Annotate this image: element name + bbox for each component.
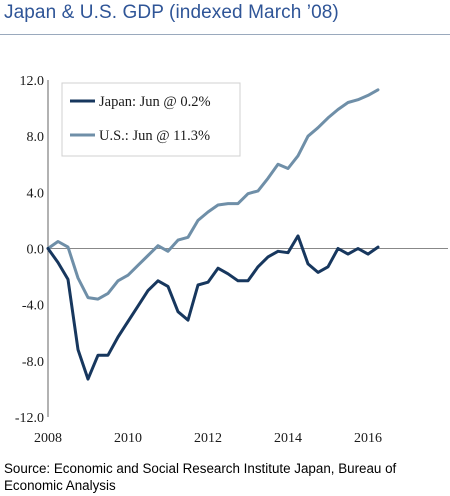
x-tick-labels: 2008 2010 2012 2014 2016 <box>34 431 382 446</box>
y-tick-label: 4.0 <box>27 186 45 201</box>
legend-label-us: U.S.: Jun @ 11.3% <box>99 128 210 144</box>
x-tick-label: 2012 <box>194 431 222 446</box>
x-tick-label: 2016 <box>354 431 382 446</box>
series-line-us <box>46 88 380 301</box>
y-tick-label: -12.0 <box>15 411 44 426</box>
legend-label-japan: Japan: Jun @ 0.2% <box>99 94 211 110</box>
title-divider <box>0 34 450 35</box>
x-tick-label: 2010 <box>114 431 142 446</box>
series-lines <box>46 88 380 381</box>
x-tick-label: 2014 <box>274 431 302 446</box>
legend-box <box>61 82 241 157</box>
source-note: Source: Economic and Social Research Ins… <box>4 461 397 493</box>
y-tick-label: 12.0 <box>20 74 45 89</box>
y-tick-label: -8.0 <box>22 355 44 370</box>
legend: Japan: Jun @ 0.2% U.S.: Jun @ 11.3% <box>61 82 241 157</box>
y-tick-labels: 12.0 8.0 4.0 0.0 -4.0 -8.0 -12.0 <box>15 74 44 426</box>
series-line-japan <box>46 234 380 381</box>
y-tick-label: -4.0 <box>22 299 44 314</box>
y-tick-label: 0.0 <box>27 243 45 258</box>
y-tick-label: 8.0 <box>27 130 45 145</box>
x-tick-label: 2008 <box>34 431 62 446</box>
chart-title: Japan & U.S. GDP (indexed March ’08) <box>4 2 339 23</box>
